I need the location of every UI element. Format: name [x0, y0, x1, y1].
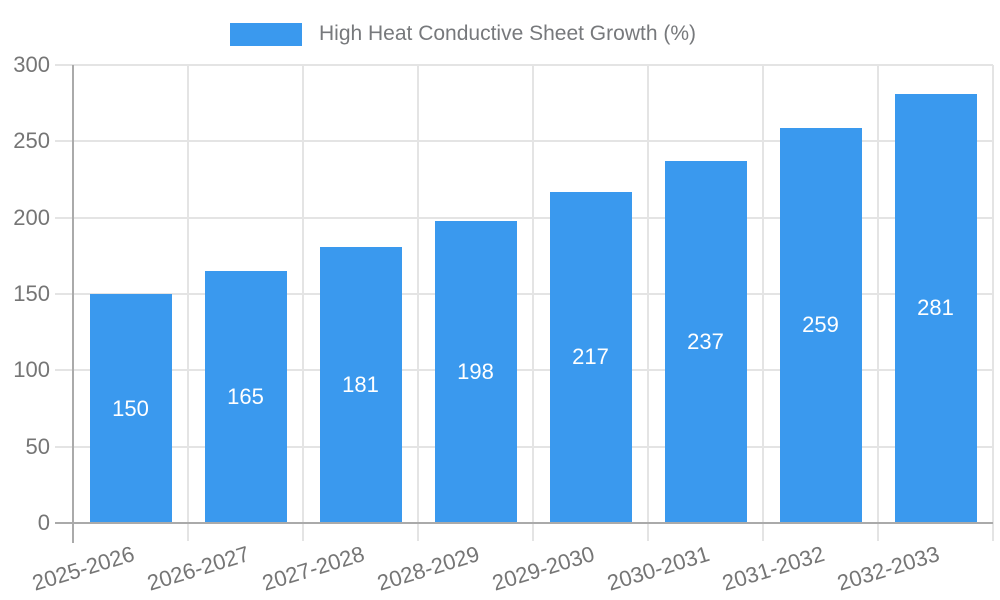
v-gridline	[647, 65, 649, 541]
bar[interactable]: 150	[89, 294, 172, 523]
x-axis-label: 2029-2030	[489, 541, 598, 596]
bar-value-label: 281	[917, 295, 954, 321]
bar-value-label: 198	[457, 358, 494, 384]
bar[interactable]: 181	[319, 246, 402, 523]
x-axis-label: 2027-2028	[259, 541, 368, 596]
v-gridline	[992, 65, 994, 541]
x-axis-label: 2025-2026	[29, 541, 138, 596]
bar-value-label: 237	[687, 329, 724, 355]
v-gridline	[187, 65, 189, 541]
y-axis-label: 200	[13, 204, 50, 230]
h-gridline	[55, 293, 993, 295]
bar[interactable]: 217	[549, 191, 632, 523]
h-gridline	[55, 216, 993, 219]
bar-value-label: 217	[572, 344, 609, 370]
y-axis-label: 50	[25, 433, 50, 459]
h-gridline	[55, 369, 993, 372]
x-axis-label: 2030-2031	[604, 541, 713, 596]
legend-label: High Heat Conductive Sheet Growth (%)	[318, 22, 696, 45]
y-axis-label: 250	[13, 128, 50, 154]
bar-value-label: 165	[227, 384, 264, 410]
x-axis-label: 2028-2029	[374, 541, 483, 596]
h-gridline	[55, 64, 993, 66]
v-gridline	[877, 65, 879, 541]
bar[interactable]: 259	[779, 127, 862, 523]
legend-swatch	[229, 22, 302, 46]
x-axis-line	[55, 522, 993, 524]
y-axis-line	[72, 65, 74, 543]
x-axis-label: 2032-2033	[834, 541, 943, 596]
x-axis-label: 2026-2027	[144, 541, 253, 596]
v-gridline	[417, 65, 419, 541]
bar[interactable]: 281	[894, 94, 977, 523]
v-gridline	[762, 65, 764, 541]
bar[interactable]: 237	[664, 161, 747, 523]
y-axis-label: 300	[13, 52, 50, 77]
y-axis-label: 0	[37, 510, 50, 535]
bar[interactable]: 198	[434, 220, 517, 523]
y-axis-label: 100	[13, 357, 50, 383]
bar-value-label: 150	[112, 395, 149, 421]
y-axis-label: 150	[13, 281, 50, 306]
bar[interactable]: 165	[204, 271, 287, 523]
h-gridline	[55, 140, 993, 143]
v-gridline	[532, 65, 534, 541]
h-gridline	[55, 445, 993, 448]
v-gridline	[302, 65, 304, 541]
bar-value-label: 259	[802, 312, 839, 338]
x-axis-label: 2031-2032	[719, 541, 828, 596]
legend[interactable]: High Heat Conductive Sheet Growth (%)	[0, 22, 963, 46]
bar-value-label: 181	[342, 371, 379, 397]
